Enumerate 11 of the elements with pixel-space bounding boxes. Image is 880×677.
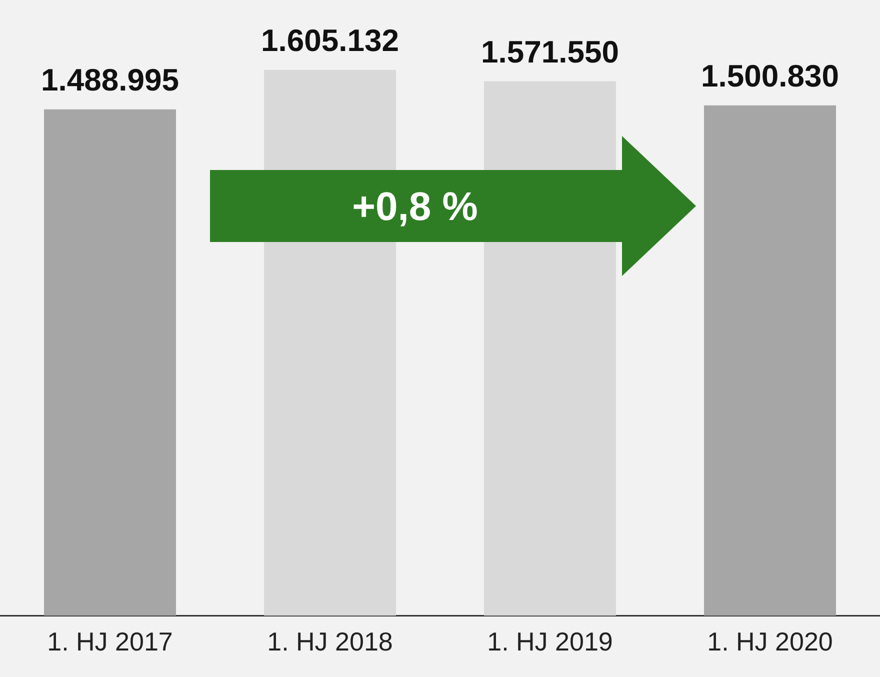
data-label: 1.500.830 bbox=[701, 58, 839, 94]
data-label: 1.571.550 bbox=[481, 34, 619, 70]
x-tick-label: 1. HJ 2017 bbox=[47, 626, 173, 657]
x-tick-label: 1. HJ 2018 bbox=[267, 626, 393, 657]
data-label: 1.605.132 bbox=[261, 22, 399, 58]
x-tick-label: 1. HJ 2019 bbox=[487, 626, 613, 657]
data-label: 1.488.995 bbox=[41, 62, 179, 98]
bar bbox=[704, 105, 836, 616]
annotation: +0,8 % bbox=[351, 185, 479, 230]
x-tick-label: 1. HJ 2020 bbox=[707, 626, 833, 657]
bar bbox=[44, 109, 176, 616]
